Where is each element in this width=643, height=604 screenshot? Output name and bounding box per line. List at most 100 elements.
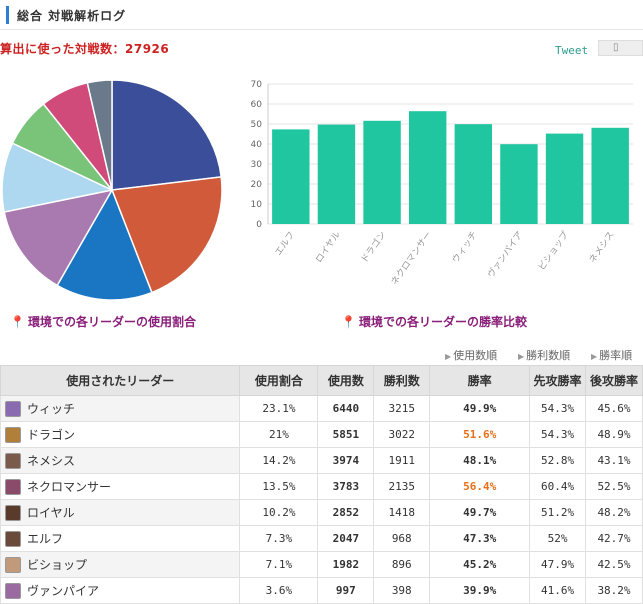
x-tick-label: ウィッチ [450, 229, 480, 265]
leader-avatar-icon [5, 401, 21, 418]
bar-2 [317, 124, 356, 224]
pie-slice-1 [111, 79, 223, 191]
share-cell: 14.2% [239, 447, 319, 474]
wins-cell: 1418 [373, 499, 431, 526]
leader-name: ネメシス [27, 453, 76, 468]
leader-name: ネクロマンサー [27, 479, 112, 494]
page-header: 総合 対戦解析ログ [0, 0, 643, 30]
leader-name: ロイヤル [27, 505, 75, 520]
usage-pie-chart [1, 79, 223, 301]
match-count-label: 算出に使った対戦数：27926 [0, 42, 170, 56]
triangle-right-icon: ▶ [518, 352, 525, 361]
bar-7 [545, 133, 584, 224]
col-wins: 勝利数 [373, 365, 431, 396]
page-title: 総合 対戦解析ログ [17, 9, 127, 23]
map-pin-icon: 📍 [341, 315, 356, 329]
wins-cell: 398 [373, 577, 431, 604]
leader-name: ドラゴン [27, 427, 76, 442]
y-tick-label: 60 [251, 100, 263, 110]
pie-caption-text: 環境での各リーダーの使用割合 [27, 315, 196, 329]
col-share: 使用割合 [239, 365, 319, 396]
leader-cell: ヴァンパイア [0, 577, 241, 604]
leader-name: エルフ [27, 531, 64, 546]
table-row: ドラゴン 21% 5851 3022 51.6% 54.3% 48.9% [0, 421, 643, 448]
leader-cell: ネメシス [0, 447, 241, 474]
first-rate-cell: 47.9% [529, 551, 586, 578]
rate-cell: 49.9% [429, 395, 531, 422]
first-rate-cell: 54.3% [529, 395, 586, 422]
rate-cell: 47.3% [429, 525, 531, 552]
bar-3 [363, 120, 401, 224]
x-tick-label: エルフ [274, 230, 298, 258]
table-row: ネメシス 14.2% 3974 1911 48.1% 52.8% 43.1% [0, 447, 643, 474]
leader-avatar-icon [5, 531, 21, 548]
count-cell: 3974 [317, 447, 375, 474]
share-cell: 10.2% [239, 499, 319, 526]
rate-cell: 45.2% [429, 551, 531, 578]
wins-cell: 3022 [373, 421, 431, 448]
x-tick-label: ドラゴン [358, 229, 388, 265]
pie-slice-8 [86, 79, 113, 191]
sort-by-usage-link[interactable]: ▶ 使用数順 [445, 347, 497, 363]
leader-cell: ビショップ [0, 551, 241, 578]
first-rate-cell: 52.8% [529, 447, 586, 474]
wins-cell: 1911 [373, 447, 431, 474]
table-row: ビショップ 7.1% 1982 896 45.2% 47.9% 42.5% [0, 551, 643, 578]
table-row: ロイヤル 10.2% 2852 1418 49.7% 51.2% 48.2% [0, 499, 643, 526]
map-pin-icon: 📍 [10, 315, 25, 329]
leader-avatar-icon [5, 583, 21, 600]
tweet-button[interactable]: Tweet [555, 44, 589, 57]
bar-6 [500, 144, 538, 224]
bar-8 [591, 127, 629, 224]
wins-cell: 896 [373, 551, 431, 578]
first-rate-cell: 41.6% [529, 577, 586, 604]
leader-avatar-icon [5, 557, 21, 574]
wins-cell: 968 [373, 525, 431, 552]
x-tick-label: ヴァンパイア [485, 229, 526, 280]
share-cell: 3.6% [239, 577, 319, 604]
document-icon: ▯ [613, 42, 619, 53]
second-rate-cell: 48.9% [585, 421, 643, 448]
triangle-right-icon: ▶ [445, 352, 452, 361]
rate-cell: 48.1% [429, 447, 531, 474]
x-tick-label: ロイヤル [314, 230, 343, 265]
col-first: 先攻勝率 [529, 365, 586, 396]
leader-cell: ドラゴン [0, 421, 241, 448]
leader-avatar-icon [5, 427, 21, 444]
x-tick-label: ネメシス [587, 229, 617, 265]
rate-cell: 56.4% [429, 473, 531, 500]
sort-by-usage-label: 使用数順 [453, 349, 498, 362]
share-cell: 13.5% [239, 473, 319, 500]
second-rate-cell: 42.5% [585, 551, 643, 578]
col-leader: 使用されたリーダー [0, 365, 241, 396]
leader-name: ウィッチ [27, 401, 76, 416]
share-cell: 7.3% [239, 525, 319, 552]
y-tick-label: 0 [256, 220, 262, 230]
second-rate-cell: 42.7% [585, 525, 643, 552]
y-tick-label: 30 [251, 160, 263, 170]
sort-by-wins-link[interactable]: ▶ 勝利数順 [518, 347, 570, 363]
leader-cell: ウィッチ [0, 395, 241, 422]
leader-cell: ネクロマンサー [0, 473, 241, 500]
bar-caption: 📍 環境での各リーダーの勝率比較 [341, 313, 527, 330]
leader-avatar-icon [5, 479, 21, 496]
y-tick-label: 10 [251, 200, 263, 210]
count-cell: 997 [317, 577, 375, 604]
table-row: ウィッチ 23.1% 6440 3215 49.9% 54.3% 45.6% [0, 395, 643, 422]
share-cell: 7.1% [239, 551, 319, 578]
bar-4 [408, 111, 447, 224]
count-cell: 6440 [317, 395, 375, 422]
count-cell: 3783 [317, 473, 375, 500]
leader-stats-table: 使用されたリーダー 使用割合 使用数 勝利数 勝率 先攻勝率 後攻勝率 ウィッチ… [0, 365, 643, 604]
share-button[interactable]: ▯ [598, 40, 643, 56]
pie-slice-3 [56, 188, 153, 301]
leader-avatar-icon [5, 453, 21, 470]
y-tick-label: 40 [251, 140, 263, 150]
y-tick-label: 20 [251, 180, 263, 190]
leader-name: ビショップ [27, 557, 88, 572]
table-body: ウィッチ 23.1% 6440 3215 49.9% 54.3% 45.6% ドラゴン 21% 5… [0, 395, 643, 604]
x-tick-label: ネクロマンサー [389, 229, 434, 287]
first-rate-cell: 52% [529, 525, 586, 552]
bar-1 [272, 129, 310, 224]
sort-by-rate-link[interactable]: ▶ 勝率順 [591, 347, 632, 363]
